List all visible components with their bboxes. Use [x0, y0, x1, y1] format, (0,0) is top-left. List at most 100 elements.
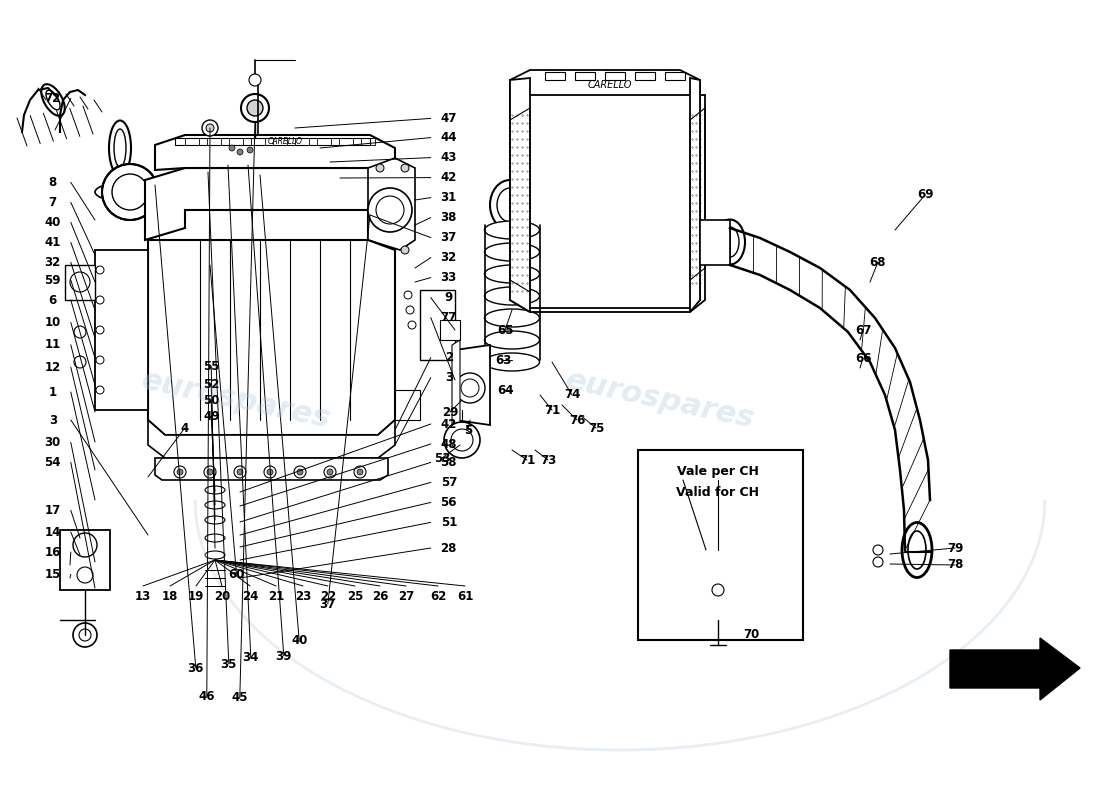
Polygon shape [395, 390, 420, 420]
Circle shape [408, 321, 416, 329]
Ellipse shape [681, 560, 756, 620]
Text: 45: 45 [232, 691, 249, 704]
Circle shape [358, 469, 363, 475]
Circle shape [96, 296, 104, 304]
Text: 65: 65 [497, 323, 514, 337]
Text: 21: 21 [268, 590, 284, 602]
Text: 10: 10 [45, 316, 60, 329]
Circle shape [712, 584, 724, 596]
Text: 46: 46 [199, 690, 216, 702]
Circle shape [102, 164, 158, 220]
Circle shape [873, 545, 883, 555]
Text: 78: 78 [947, 558, 964, 571]
Ellipse shape [205, 534, 225, 542]
Circle shape [204, 466, 216, 478]
Text: 15: 15 [45, 568, 60, 581]
Circle shape [444, 422, 480, 458]
Polygon shape [155, 458, 388, 480]
Text: 41: 41 [45, 236, 60, 249]
Ellipse shape [205, 486, 225, 494]
Circle shape [96, 386, 104, 394]
Text: 17: 17 [45, 504, 60, 517]
Text: 40: 40 [45, 216, 60, 229]
Ellipse shape [701, 576, 736, 604]
Text: 20: 20 [213, 590, 230, 602]
Text: 77: 77 [441, 311, 456, 324]
Text: eurospares: eurospares [563, 366, 757, 434]
Text: 57: 57 [441, 476, 456, 489]
Circle shape [234, 466, 246, 478]
Text: 13: 13 [135, 590, 151, 602]
Circle shape [177, 469, 183, 475]
Text: 30: 30 [45, 436, 60, 449]
Polygon shape [60, 530, 110, 590]
Text: CARELLO: CARELLO [267, 138, 303, 146]
Text: 9: 9 [444, 291, 453, 304]
Ellipse shape [484, 287, 539, 305]
Text: 48: 48 [440, 438, 458, 450]
Circle shape [267, 469, 273, 475]
Ellipse shape [484, 353, 539, 371]
Text: 60: 60 [229, 568, 244, 581]
Text: 71: 71 [519, 454, 535, 466]
Polygon shape [510, 78, 530, 312]
Circle shape [96, 266, 104, 274]
Circle shape [368, 188, 412, 232]
Text: 49: 49 [204, 410, 220, 422]
Circle shape [455, 373, 485, 403]
Text: 74: 74 [564, 389, 580, 402]
Polygon shape [510, 70, 700, 95]
Text: 32: 32 [441, 251, 456, 264]
Text: 24: 24 [242, 590, 258, 602]
Polygon shape [368, 158, 415, 250]
Text: 63: 63 [495, 354, 512, 366]
Text: 51: 51 [441, 516, 456, 529]
Circle shape [248, 147, 253, 153]
Circle shape [327, 469, 333, 475]
Circle shape [404, 291, 412, 299]
Circle shape [297, 469, 302, 475]
Circle shape [236, 469, 243, 475]
Text: 61: 61 [456, 590, 473, 602]
Text: 67: 67 [855, 323, 871, 337]
Polygon shape [700, 220, 730, 265]
Text: 4: 4 [180, 422, 189, 434]
Text: 79: 79 [947, 542, 964, 554]
Text: 40: 40 [292, 634, 307, 646]
Ellipse shape [484, 309, 539, 327]
Text: 7: 7 [48, 196, 57, 209]
Text: Valid for CH: Valid for CH [676, 486, 759, 498]
Text: 33: 33 [441, 271, 456, 284]
Text: 42: 42 [441, 171, 456, 184]
Text: 71: 71 [543, 403, 560, 417]
Polygon shape [95, 250, 148, 410]
Polygon shape [65, 265, 95, 300]
Polygon shape [950, 638, 1080, 700]
Polygon shape [148, 240, 395, 435]
Text: 53: 53 [433, 451, 450, 465]
Ellipse shape [205, 501, 225, 509]
Text: 69: 69 [916, 189, 933, 202]
Circle shape [206, 124, 214, 132]
Text: 8: 8 [48, 176, 57, 189]
Text: 12: 12 [45, 361, 60, 374]
Text: 55: 55 [204, 360, 220, 373]
Text: 19: 19 [188, 590, 205, 602]
Text: 68: 68 [870, 255, 887, 269]
Text: 73: 73 [540, 454, 557, 466]
Polygon shape [155, 135, 395, 178]
Polygon shape [148, 420, 395, 458]
Circle shape [96, 356, 104, 364]
Text: 6: 6 [48, 294, 57, 306]
Circle shape [873, 557, 883, 567]
Circle shape [207, 469, 213, 475]
Circle shape [376, 164, 384, 172]
Text: 36: 36 [188, 662, 204, 674]
Ellipse shape [42, 84, 65, 116]
Circle shape [354, 466, 366, 478]
Text: 59: 59 [44, 274, 62, 286]
Text: 31: 31 [441, 191, 456, 204]
Circle shape [202, 120, 218, 136]
Circle shape [294, 466, 306, 478]
Text: 56: 56 [440, 496, 458, 509]
